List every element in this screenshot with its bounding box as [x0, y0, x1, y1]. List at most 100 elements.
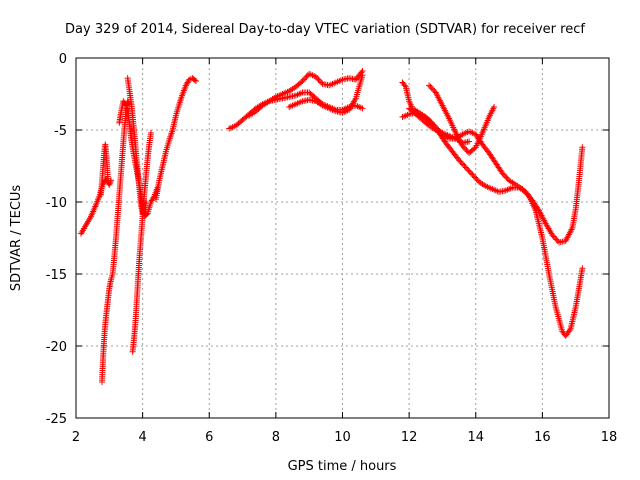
data-point-marker: [427, 83, 434, 90]
series-track-a: [77, 175, 114, 237]
y-tick-label: 0: [59, 52, 67, 67]
y-tick-label: -20: [46, 340, 67, 355]
data-point-marker: [122, 101, 129, 108]
data-point-marker: [504, 175, 511, 182]
series-track-c: [97, 141, 111, 198]
series-track-n: [406, 105, 473, 146]
data-point-marker: [401, 82, 408, 89]
data-point-marker: [431, 88, 438, 95]
data-point-marker: [123, 103, 130, 110]
series-track-b: [98, 98, 133, 385]
data-point-marker: [462, 145, 469, 152]
data-point-marker: [299, 78, 306, 85]
data-point-marker: [566, 327, 573, 334]
data-point-marker: [303, 73, 310, 80]
series-track-f: [129, 129, 154, 355]
data-point-marker: [147, 129, 154, 136]
tick-layer: 2 4 6 8 10 12 14 16 18 0 -5 -10 -15 -20 -25: [46, 52, 618, 445]
data-point-marker: [522, 188, 529, 195]
data-point-marker: [426, 116, 433, 123]
data-point-marker: [106, 181, 113, 188]
y-tick-label: -10: [46, 196, 67, 211]
data-point-marker: [104, 177, 111, 184]
data-point-marker: [520, 187, 527, 194]
chart-title: Day 329 of 2014, Sidereal Day-to-day VTE…: [65, 22, 585, 37]
x-tick-label: 18: [601, 430, 618, 445]
data-point-marker: [499, 170, 506, 177]
data-point-marker: [359, 72, 366, 79]
series-track-g: [152, 75, 199, 203]
data-point-marker: [430, 86, 437, 93]
data-point-marker: [465, 167, 472, 174]
data-point-marker: [553, 236, 560, 243]
y-tick-label: -15: [46, 268, 67, 283]
data-point-marker: [554, 237, 561, 244]
data-point-marker: [500, 171, 507, 178]
data-point-marker: [456, 157, 463, 164]
data-point-marker: [549, 232, 556, 239]
data-point-marker: [466, 168, 473, 175]
x-tick-label: 6: [205, 430, 213, 445]
data-point-marker: [579, 265, 586, 272]
data-point-marker: [315, 76, 322, 83]
data-point-marker: [491, 103, 498, 110]
data-point-marker: [519, 186, 526, 193]
data-point-marker: [473, 175, 480, 182]
data-point-marker: [302, 75, 309, 82]
data-point-marker: [300, 76, 307, 83]
data-point-marker: [312, 73, 319, 80]
data-point-marker: [298, 79, 305, 86]
series-track-l: [399, 109, 586, 339]
data-point-marker: [552, 235, 559, 241]
data-point-marker: [191, 77, 198, 84]
data-point-marker: [469, 171, 476, 178]
data-point-marker: [192, 78, 199, 85]
data-point-marker: [468, 170, 475, 177]
series-track-i: [246, 67, 366, 119]
data-point-marker: [524, 191, 531, 198]
x-tick-label: 12: [401, 430, 418, 445]
data-point-marker: [316, 78, 323, 85]
data-point-marker: [462, 164, 469, 171]
data-point-marker: [314, 75, 321, 82]
data-point-marker: [464, 165, 471, 172]
data-point-marker: [579, 144, 586, 151]
data-point-marker: [460, 161, 467, 168]
x-tick-label: 8: [272, 430, 280, 445]
data-layer: [77, 67, 586, 385]
data-point-marker: [426, 82, 433, 89]
data-point-marker: [461, 163, 468, 169]
series-track-e: [124, 75, 149, 217]
x-tick-label: 4: [138, 430, 146, 445]
data-point-marker: [359, 105, 366, 112]
series-track-m: [426, 82, 498, 157]
data-point-marker: [463, 147, 470, 154]
x-tick-label: 16: [534, 430, 551, 445]
data-point-marker: [472, 174, 479, 181]
grid-layer: [76, 58, 609, 418]
data-point-marker: [122, 102, 129, 109]
data-point-marker: [427, 118, 434, 125]
series-track-k: [399, 79, 586, 246]
y-tick-label: -25: [46, 412, 67, 427]
data-point-marker: [466, 138, 473, 145]
x-axis-label: GPS time / hours: [288, 459, 397, 474]
data-point-marker: [428, 119, 435, 126]
x-tick-label: 2: [72, 430, 80, 445]
data-point-marker: [358, 69, 365, 76]
y-tick-label: -5: [54, 124, 67, 139]
data-point-marker: [550, 233, 557, 240]
data-point-marker: [458, 160, 465, 167]
data-point-marker: [474, 177, 481, 184]
data-point-marker: [502, 173, 509, 180]
data-point-marker: [470, 173, 477, 180]
data-point-marker: [428, 85, 435, 92]
data-point-marker: [503, 174, 510, 181]
data-point-marker: [523, 190, 530, 197]
y-axis-label: SDTVAR / TECUs: [9, 185, 24, 292]
x-tick-label: 14: [467, 430, 484, 445]
data-point-marker: [457, 158, 464, 165]
x-tick-label: 10: [334, 430, 351, 445]
